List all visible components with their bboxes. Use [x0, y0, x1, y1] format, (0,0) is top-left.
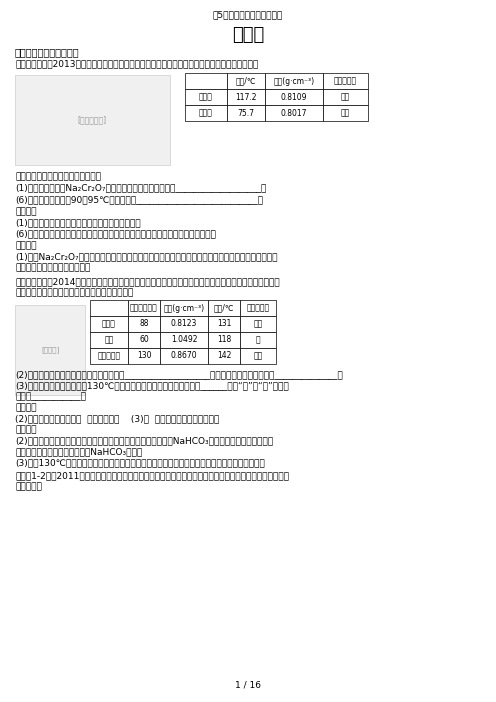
Text: 水中溶解性: 水中溶解性	[247, 303, 269, 312]
Bar	[208, 316, 240, 332]
Text: 反应物和产物的相关数据列表如下：: 反应物和产物的相关数据列表如下：	[15, 172, 101, 181]
Text: (2)在洗浤操作中，第一次水洗的主要目的是___________________，第二次水洗的主要目的是______________；: (2)在洗浤操作中，第一次水洗的主要目的是___________________…	[15, 370, 343, 379]
Bar	[185, 89, 227, 105]
Text: 88: 88	[139, 319, 149, 329]
Bar	[128, 300, 160, 316]
Bar	[240, 348, 276, 364]
Text: 118: 118	[217, 336, 231, 345]
Text: 乙酸异戊酯: 乙酸异戊酯	[97, 352, 121, 361]
Text: 0.8017: 0.8017	[281, 109, 307, 117]
Text: 乙酸异戊酯的反应、装置示意图和有关数据如下：: 乙酸异戊酯的反应、装置示意图和有关数据如下：	[15, 288, 133, 297]
Text: 微溶: 微溶	[341, 93, 350, 102]
Text: (1)若将Na₂Cr₂O₇溶液加到浓硫酸中，由于水的密度小于浓硫酸的密度，浓硫酸释放出大量的热，会使: (1)若将Na₂Cr₂O₇溶液加到浓硫酸中，由于水的密度小于浓硫酸的密度，浓硫酸…	[15, 252, 277, 261]
Bar	[160, 300, 208, 316]
Bar	[323, 105, 368, 121]
Text: (2)洗掉大部分硫酸和醋酸  洗掉碳酸氢钓    (3)高  会收集少量未反应的异戊醇: (2)洗掉大部分硫酸和醋酸 洗掉碳酸氢钓 (3)高 会收集少量未反应的异戊醇	[15, 414, 219, 423]
Text: 原因是___________。: 原因是___________。	[15, 392, 86, 401]
Bar	[265, 89, 323, 105]
Text: (2)第一次水洗是除去作催化剂的硫酸和过量的醋酸，然后用饱和NaHCO₃溶液进一步除去少量乙酸，: (2)第一次水洗是除去作催化剂的硫酸和过量的醋酸，然后用饱和NaHCO₃溶液进一…	[15, 436, 273, 445]
Text: 130: 130	[137, 352, 151, 361]
Text: 沸点/℃: 沸点/℃	[214, 303, 234, 312]
Text: 《题析》: 《题析》	[15, 425, 37, 434]
Bar	[265, 105, 323, 121]
Text: 上层的水沸腾，易使溶液溅出；: 上层的水沸腾，易使溶液溅出；	[15, 263, 90, 272]
Text: 正丁醚: 正丁醚	[199, 109, 213, 117]
Text: 密度(g·cm⁻³): 密度(g·cm⁻³)	[164, 303, 204, 312]
Bar	[227, 73, 265, 89]
Text: (3)在进行蔓馏操作时，若从130℃便开始收集馏分，会使实验的产率偏______（填“高”或“低”），其: (3)在进行蔓馏操作时，若从130℃便开始收集馏分，会使实验的产率偏______…	[15, 381, 289, 390]
Text: 密度(g·cm⁻³): 密度(g·cm⁻³)	[273, 77, 314, 86]
Text: 实验题: 实验题	[232, 26, 264, 44]
Text: 相对分子质量: 相对分子质量	[130, 303, 158, 312]
Text: 131: 131	[217, 319, 231, 329]
Text: 0.8670: 0.8670	[171, 352, 197, 361]
Bar	[15, 75, 170, 165]
Bar	[90, 332, 128, 348]
Text: [装置示意图]: [装置示意图]	[77, 116, 107, 124]
Bar	[208, 348, 240, 364]
Bar	[15, 305, 85, 395]
Text: 75.7: 75.7	[238, 109, 254, 117]
Text: 1 / 16: 1 / 16	[235, 680, 261, 689]
Text: (1)不能，浓硫酸溶于水会放出大量热，易造成进溅: (1)不能，浓硫酸溶于水会放出大量热，易造成进溅	[15, 218, 141, 227]
Bar	[160, 316, 208, 332]
Text: 第二次水洗是为了除去过量饱和NaHCO₃溶液。: 第二次水洗是为了除去过量饱和NaHCO₃溶液。	[15, 447, 142, 456]
Bar	[208, 300, 240, 316]
Text: 117.2: 117.2	[235, 93, 257, 102]
Text: 微溶: 微溶	[253, 319, 262, 329]
Text: 1.0492: 1.0492	[171, 336, 197, 345]
Text: 142: 142	[217, 352, 231, 361]
Text: (3)若从130℃开始收集馏分，收集得到乙酸异戊酯和少量未反应的异戊醇，使测得实验产率偏高。: (3)若从130℃开始收集馏分，收集得到乙酸异戊酯和少量未反应的异戊醇，使测得实…	[15, 458, 265, 467]
Text: 溶: 溶	[255, 336, 260, 345]
Text: 乙酸: 乙酸	[104, 336, 114, 345]
Text: 正丁醇: 正丁醇	[199, 93, 213, 102]
Bar	[90, 348, 128, 364]
Bar	[323, 89, 368, 105]
Bar	[128, 348, 160, 364]
Text: 60: 60	[139, 336, 149, 345]
Text: 一、实验步骤的正确与否: 一、实验步骤的正确与否	[15, 47, 80, 57]
Bar	[227, 105, 265, 121]
Bar	[227, 89, 265, 105]
Text: 《答案》: 《答案》	[15, 403, 37, 412]
Text: 《题析》: 《题析》	[15, 241, 37, 250]
Text: [装置图]: [装置图]	[41, 347, 59, 353]
Text: 异戊醇: 异戊醇	[102, 319, 116, 329]
Text: 《实验题一》（2013年全国甲卷）正丁醇是一种化工原料。某实验小组利用如下装置合成正丁醚。: 《实验题一》（2013年全国甲卷）正丁醇是一种化工原料。某实验小组利用如下装置合…	[15, 59, 258, 68]
Bar	[128, 332, 160, 348]
Text: (1)实验中，能否将Na₂Cr₂O₇溶液加到浓硫酸中，说明理由___________________。: (1)实验中，能否将Na₂Cr₂O₇溶液加到浓硫酸中，说明理由_________…	[15, 183, 266, 192]
Bar	[240, 332, 276, 348]
Bar	[265, 73, 323, 89]
Text: (6)既可保证正丁醚及时蕳出，又可尽量避免其被进一步氧化，同时避免正丁醇蕳出: (6)既可保证正丁醚及时蕳出，又可尽量避免其被进一步氧化，同时避免正丁醇蕳出	[15, 229, 216, 238]
Text: 0.8123: 0.8123	[171, 319, 197, 329]
Bar	[90, 316, 128, 332]
Text: 《答案》: 《答案》	[15, 207, 37, 216]
Text: 《实验题四》（2014年全国乙卷）乙酸异戊酯是组成蜜蜂信息素的成分之一，具有香蕉的香味。实验室制备: 《实验题四》（2014年全国乙卷）乙酸异戊酯是组成蜜蜂信息素的成分之一，具有香蕉…	[15, 277, 280, 286]
Bar	[240, 300, 276, 316]
Text: 备氢化钓。: 备氢化钓。	[15, 482, 42, 491]
Text: (6)反应温度应保持在90～95℃，其原因是___________________________。: (6)反应温度应保持在90～95℃，其原因是__________________…	[15, 195, 263, 204]
Bar	[240, 316, 276, 332]
Text: 水中溶解性: 水中溶解性	[334, 77, 357, 86]
Bar	[128, 316, 160, 332]
Bar	[90, 300, 128, 316]
Bar	[160, 332, 208, 348]
Bar	[323, 73, 368, 89]
Bar	[185, 73, 227, 89]
Text: 0.8109: 0.8109	[281, 93, 307, 102]
Bar	[160, 348, 208, 364]
Bar	[208, 332, 240, 348]
Text: 《练习1-2》（2011年全国课标）氢化钓固体是登山运动员常用的能源提供剂。某兴趣小组拟选用如下装置制: 《练习1-2》（2011年全国课标）氢化钓固体是登山运动员常用的能源提供剂。某兴…	[15, 471, 289, 480]
Text: 近5年全国卷化学实验题总结: 近5年全国卷化学实验题总结	[213, 10, 283, 19]
Text: 沸点/℃: 沸点/℃	[236, 77, 256, 86]
Text: 微溶: 微溶	[341, 109, 350, 117]
Bar	[185, 105, 227, 121]
Text: 难溶: 难溶	[253, 352, 262, 361]
